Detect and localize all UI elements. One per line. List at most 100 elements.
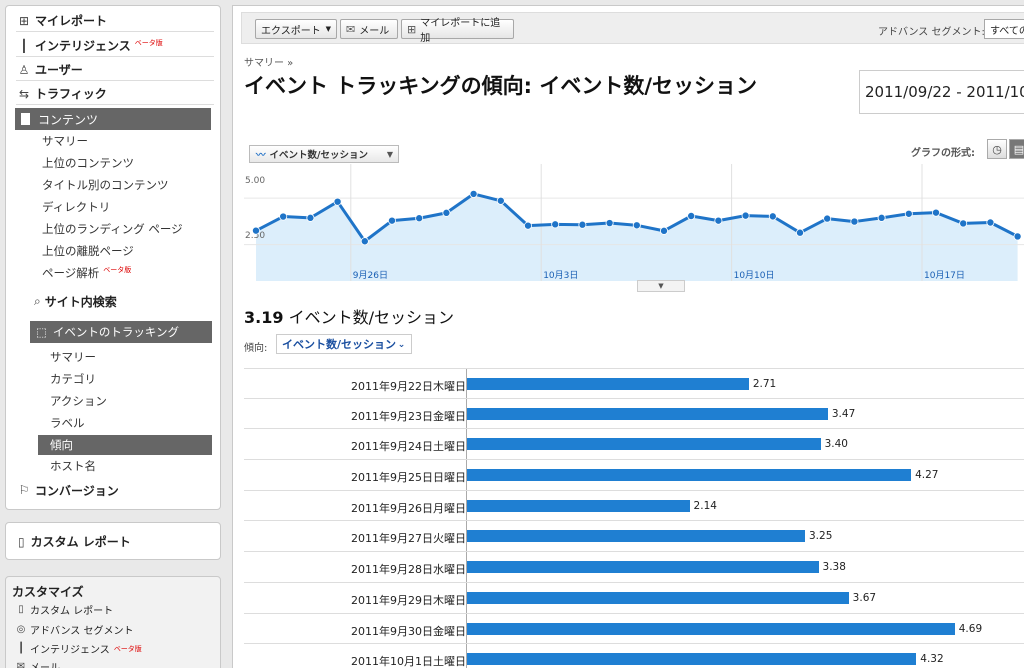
data-point[interactable] xyxy=(523,221,532,230)
sidebar-event-subitem[interactable]: カテゴリ xyxy=(50,372,96,386)
data-point[interactable] xyxy=(904,209,913,218)
value-bar xyxy=(467,469,912,482)
data-point[interactable] xyxy=(659,226,668,235)
data-point[interactable] xyxy=(986,218,995,227)
cursor-icon: ⬚ xyxy=(36,325,47,339)
table-row: 2011年9月30日金曜日 4.69 xyxy=(244,613,1024,645)
sidebar-event-subitem[interactable]: サマリー xyxy=(50,350,96,364)
sidebar-event-subitem[interactable]: ラベル xyxy=(50,416,85,430)
data-point[interactable] xyxy=(768,212,777,221)
sidebar-item-content[interactable]: コンテンツ xyxy=(15,108,211,130)
sidebar-subitem-page-analysis[interactable]: ページ解析 ベータ版 xyxy=(42,266,132,280)
value-bar xyxy=(467,622,955,635)
data-point[interactable] xyxy=(360,237,369,246)
add-to-my-reports-button[interactable]: ⊞ マイレポートに追加 xyxy=(401,18,514,44)
x-tick-label: 9月26日 xyxy=(353,270,388,281)
row-value: 3.40 xyxy=(824,438,848,451)
sidebar-item-intelligence[interactable]: ┃ インテリジェンス ベータ版 xyxy=(16,35,214,57)
data-point[interactable] xyxy=(251,226,260,235)
value-bar xyxy=(467,530,805,543)
report-icon: ▯ xyxy=(18,604,24,615)
sidebar-item-my-reports[interactable]: ⊞ マイレポート xyxy=(16,10,214,32)
data-point[interactable] xyxy=(850,217,859,226)
date-range-picker[interactable]: 2011/09/22 - 2011/10/22 xyxy=(859,70,1024,114)
mail-icon: ✉ xyxy=(346,22,356,36)
export-button[interactable]: エクスポート ▼ xyxy=(255,19,337,39)
customize-item-mail[interactable]: ✉ メール xyxy=(14,659,60,668)
column-divider xyxy=(466,490,467,521)
double-chevron-down-icon: ⌄ xyxy=(397,339,406,350)
sidebar-event-subitem[interactable]: アクション xyxy=(50,394,107,408)
row-value: 3.67 xyxy=(852,591,877,604)
sidebar-item-event-tracking[interactable]: ⬚ イベントのトラッキング xyxy=(30,321,212,343)
custom-report-link[interactable]: ▯ カスタム レポート xyxy=(18,534,131,550)
row-date: 2011年9月29日木曜日 xyxy=(351,593,466,607)
value-bar xyxy=(467,438,821,451)
sidebar-item-users[interactable]: ♙ ユーザー xyxy=(16,59,214,81)
data-point[interactable] xyxy=(632,221,641,230)
sidebar-subitem[interactable]: 上位のランディング ページ xyxy=(42,222,183,236)
data-point[interactable] xyxy=(306,213,315,222)
x-tick-label: 10月3日 xyxy=(543,270,578,281)
sidebar-subitem[interactable]: ディレクトリ xyxy=(42,200,111,214)
calendar-icon[interactable]: ▤ xyxy=(1009,139,1024,159)
table-row: 2011年9月27日火曜日 3.25 xyxy=(244,521,1024,553)
data-point[interactable] xyxy=(469,189,478,198)
customize-item-intelligence[interactable]: ┃ インテリジェンス ベータ版 xyxy=(14,641,142,656)
customize-item-custom-report[interactable]: ▯ カスタム レポート xyxy=(14,602,113,617)
sidebar-event-subitem-selected[interactable]: 傾向 xyxy=(38,435,212,455)
collapse-chart-button[interactable]: ▼ xyxy=(637,280,685,292)
data-point[interactable] xyxy=(823,214,832,223)
row-date: 2011年9月22日木曜日 xyxy=(351,380,466,393)
column-divider xyxy=(466,369,467,398)
data-point[interactable] xyxy=(687,212,696,221)
data-point[interactable] xyxy=(578,220,587,229)
clock-icon[interactable]: ◷ xyxy=(987,139,1007,159)
data-point[interactable] xyxy=(551,220,560,229)
data-point[interactable] xyxy=(714,216,723,225)
data-point[interactable] xyxy=(387,216,396,225)
table-row: 2011年9月22日木曜日 2.71 xyxy=(244,368,1024,399)
data-point[interactable] xyxy=(1013,232,1022,241)
data-point[interactable] xyxy=(959,219,968,228)
row-date: 2011年9月28日水曜日 xyxy=(351,563,466,577)
x-tick-label: 10月17日 xyxy=(924,270,965,281)
trend-metric-select[interactable]: イベント数/セッション ⌄ xyxy=(276,334,412,354)
sidebar-subitem[interactable]: サマリー xyxy=(42,134,88,148)
sidebar-event-subitem[interactable]: ホスト名 xyxy=(50,459,96,473)
value-bar xyxy=(467,499,690,512)
customize-title: カスタマイズ xyxy=(12,585,84,599)
data-point[interactable] xyxy=(415,214,424,223)
sidebar-subitem[interactable]: 上位の離脱ページ xyxy=(42,244,134,258)
data-point[interactable] xyxy=(279,212,288,221)
data-point[interactable] xyxy=(442,208,451,217)
sidebar-item-conversion[interactable]: ⚐ コンバージョン xyxy=(16,479,214,501)
data-point[interactable] xyxy=(932,208,941,217)
sidebar-subitem[interactable]: 上位のコンテンツ xyxy=(42,156,134,170)
data-point[interactable] xyxy=(877,213,886,222)
data-point[interactable] xyxy=(496,196,505,205)
row-value: 3.38 xyxy=(822,561,846,574)
column-divider xyxy=(466,398,467,429)
table-row: 2011年9月25日日曜日 4.27 xyxy=(244,460,1024,491)
line-chart-icon: 〰 xyxy=(256,150,266,161)
table-row: 2011年9月28日水曜日 3.38 xyxy=(244,552,1024,583)
customize-item-advanced-segment[interactable]: ◎ アドバンス セグメント xyxy=(14,622,134,637)
breadcrumb[interactable]: サマリー » xyxy=(244,58,294,69)
data-point[interactable] xyxy=(741,211,750,220)
beta-badge: ベータ版 xyxy=(113,644,142,653)
sidebar-item-site-search[interactable]: ⌕ サイト内検索 xyxy=(34,293,117,309)
value-bar xyxy=(467,653,917,666)
metric-selector[interactable]: 〰 イベント数/セッション ▼ xyxy=(249,145,399,163)
data-point[interactable] xyxy=(605,219,614,228)
bar-chart-icon: ┃ xyxy=(17,643,25,654)
sidebar-subitem[interactable]: タイトル別のコンテンツ xyxy=(42,178,169,192)
column-divider xyxy=(466,460,467,490)
mail-button[interactable]: ✉ メール xyxy=(340,19,398,39)
column-divider xyxy=(466,582,467,613)
data-point[interactable] xyxy=(333,197,342,206)
advanced-segment-select[interactable]: すべての xyxy=(984,19,1024,39)
sidebar-item-traffic[interactable]: ⇆ トラフィック xyxy=(16,83,214,105)
summary-label: イベント数/セッション xyxy=(288,308,454,327)
data-point[interactable] xyxy=(796,228,805,237)
